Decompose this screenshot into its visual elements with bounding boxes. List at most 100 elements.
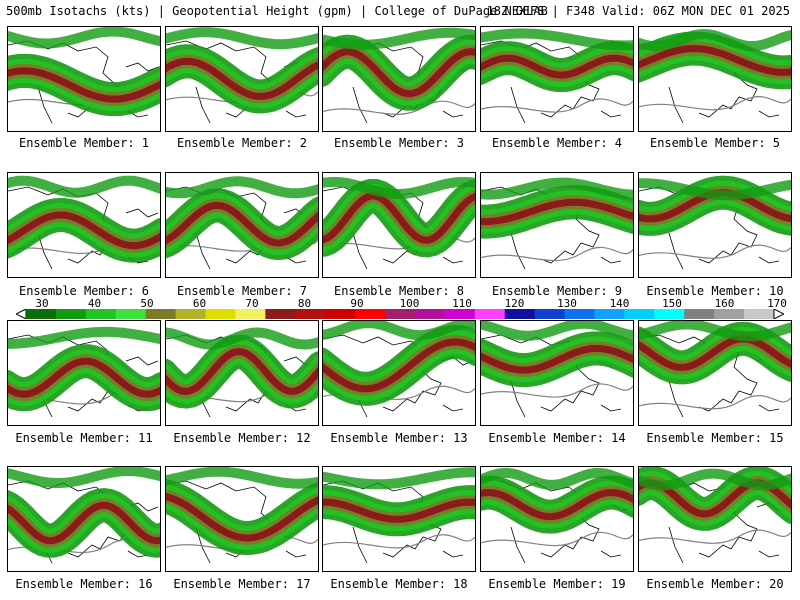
jet-stream-band [8, 501, 160, 545]
jet-stream-band [166, 27, 318, 50]
ensemble-map-panel[interactable] [638, 26, 792, 132]
colorbar-swatch [265, 309, 296, 319]
ensemble-map-panel[interactable] [7, 26, 161, 132]
height-contour [481, 246, 633, 262]
height-contour [639, 395, 791, 410]
ensemble-member-label: Ensemble Member: 5 [649, 136, 781, 150]
jet-stream-band [8, 175, 160, 198]
product-title: 500mb Isotachs (kts) | Geopotential Heig… [6, 4, 548, 18]
colorbar-swatch [444, 309, 476, 319]
isotach-map [481, 467, 633, 564]
height-contour [481, 383, 633, 398]
height-contour [481, 531, 633, 547]
jet-stream-band [166, 327, 318, 350]
ensemble-map-panel[interactable] [7, 172, 161, 278]
jet-stream-band [166, 201, 318, 247]
colorbar-swatch [115, 309, 147, 319]
jet-stream-band [481, 321, 633, 341]
jet-stream-band [166, 348, 318, 396]
jet-stream-band [166, 176, 318, 199]
map-header: 500mb Isotachs (kts) | Geopotential Heig… [6, 4, 796, 22]
ensemble-map-panel[interactable] [322, 26, 476, 132]
ensemble-map-panel[interactable] [322, 172, 476, 278]
ensemble-member-label: Ensemble Member: 15 [646, 431, 784, 445]
isotach-map [8, 467, 160, 564]
colorbar-swatch [474, 309, 506, 319]
ensemble-member-label: Ensemble Member: 18 [330, 577, 468, 591]
ensemble-map-panel[interactable] [638, 320, 792, 426]
colorbar-swatch [385, 309, 416, 319]
ensemble-map-panel[interactable] [7, 466, 161, 572]
isotach-map [166, 27, 318, 124]
jet-stream-band [481, 488, 633, 521]
colorbar-swatch [145, 309, 177, 319]
isotach-map [323, 27, 475, 124]
isotach-map [166, 176, 318, 270]
jet-stream-band [639, 29, 791, 52]
colorbar-swatch [564, 309, 595, 319]
jet-stream-band [323, 176, 475, 200]
colorbar-swatch [295, 309, 326, 319]
jet-stream-band [639, 178, 791, 201]
colorbar-tick-label: 130 [557, 297, 577, 310]
isotach-map [323, 176, 475, 270]
isotach-map [639, 175, 791, 270]
isotach-map [481, 28, 633, 124]
isotach-map [481, 321, 633, 418]
ensemble-member-label: Ensemble Member: 19 [488, 577, 626, 591]
colorbar-tick-label: 120 [504, 297, 525, 310]
ensemble-map-panel[interactable] [638, 172, 792, 278]
jet-stream-band [481, 54, 633, 79]
jet-stream-band [8, 27, 160, 49]
jet-stream-band [8, 326, 160, 349]
ensemble-member-label: Ensemble Member: 13 [330, 431, 468, 445]
colorbar-tick-label: 140 [609, 297, 630, 310]
ensemble-map-panel[interactable] [322, 320, 476, 426]
height-contour [323, 534, 475, 549]
jet-stream-band [481, 198, 633, 226]
jet-stream-band [8, 67, 160, 103]
jet-stream-band [166, 467, 318, 489]
ensemble-map-panel[interactable] [638, 466, 792, 572]
ensemble-member-label: Ensemble Member: 17 [173, 577, 311, 591]
ensemble-map-panel[interactable] [7, 320, 161, 426]
jet-stream-band [481, 467, 633, 490]
ensemble-member-label: Ensemble Member: 9 [491, 284, 623, 298]
ensemble-map-panel[interactable] [480, 320, 634, 426]
ensemble-map-panel[interactable] [480, 26, 634, 132]
ensemble-map-panel[interactable] [165, 466, 319, 572]
colorbar-swatch [714, 309, 745, 319]
ensemble-member-label: Ensemble Member: 10 [646, 284, 784, 298]
colorbar-swatch [235, 309, 266, 319]
ensemble-map-panel[interactable] [165, 320, 319, 426]
isotach-map [323, 321, 475, 418]
colorbar-max-arrow [773, 309, 784, 319]
jet-stream-band [323, 498, 475, 523]
isotach-map [481, 177, 633, 270]
ensemble-map-panel[interactable] [165, 26, 319, 132]
colorbar-swatch [205, 309, 236, 319]
wind-speed-colorbar [16, 309, 784, 319]
isotach-map [8, 175, 160, 270]
jet-stream-band [323, 48, 475, 98]
ensemble-map-panel[interactable] [322, 466, 476, 572]
jet-stream-band [639, 45, 791, 76]
colorbar-swatch [594, 309, 625, 319]
ensemble-map-panel[interactable] [480, 466, 634, 572]
ensemble-map-panel[interactable] [480, 172, 634, 278]
isotach-map [639, 467, 791, 564]
colorbar-tick-label: 100 [399, 297, 420, 310]
ensemble-member-label: Ensemble Member: 12 [173, 431, 311, 445]
colorbar-swatch [744, 309, 775, 319]
jet-stream-band [8, 357, 160, 398]
colorbar-tick-label: 60 [192, 297, 207, 310]
ensemble-member-label: Ensemble Member: 4 [491, 136, 623, 150]
colorbar-tick-label: 70 [245, 297, 259, 310]
colorbar-tick-label: 110 [452, 297, 472, 310]
ensemble-map-panel[interactable] [165, 172, 319, 278]
ensemble-member-label: Ensemble Member: 16 [15, 577, 153, 591]
colorbar-swatch [26, 309, 57, 319]
colorbar-tick-label: 170 [767, 297, 787, 310]
jet-stream-band [323, 338, 475, 393]
jet-stream-band [323, 321, 475, 341]
